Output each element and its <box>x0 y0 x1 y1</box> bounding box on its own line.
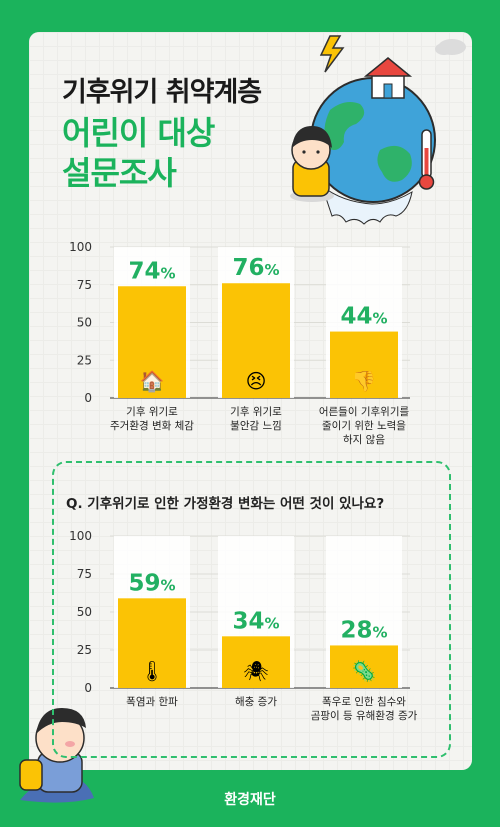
category-label: 불안감 느낌 <box>230 420 282 432</box>
child-sitting-bottom-icon <box>19 708 94 803</box>
category-label: 기후 위기로 <box>126 405 178 418</box>
category-label: 줄이기 위한 노력을 <box>322 419 406 432</box>
anxious-face-icon: 😣 <box>246 369 267 393</box>
chart-home-environment-change: 0 25 50 75 100 59% 🌡 폭염과 한파 34% 🕷 해충 증가 28% 🦠 폭우로 인한 … <box>69 529 418 722</box>
thermometer-icon: 🌡 <box>139 659 164 683</box>
bar <box>222 636 290 688</box>
category-label: 기후 위기로 <box>230 405 282 418</box>
title-line-2: 어린이 대상 <box>62 114 215 152</box>
lightning-icon <box>319 35 345 73</box>
thumbs-down-icon: 👎 <box>352 369 377 393</box>
category-label: 하지 않음 <box>343 433 385 446</box>
y-tick-label: 0 <box>84 391 92 405</box>
data-label: 28% <box>340 617 387 643</box>
y-tick-label: 25 <box>77 353 92 367</box>
y-tick-label: 75 <box>77 278 92 292</box>
y-tick-label: 0 <box>84 681 92 695</box>
data-label: 34% <box>232 608 279 634</box>
category-label: 폭우로 인한 침수와 <box>322 696 406 708</box>
data-label: 76% <box>232 255 279 281</box>
bug-icon: 🕷 <box>243 659 268 683</box>
category-label: 주거환경 변화 체감 <box>110 419 194 432</box>
brand-logo-text: 환경재단 <box>224 792 276 808</box>
category-label: 어른들이 기후위기를 <box>319 405 410 418</box>
y-tick-label: 75 <box>77 567 92 581</box>
child-sitting-icon <box>290 126 334 202</box>
data-label: 74% <box>128 258 175 284</box>
category-label: 폭염과 한파 <box>126 696 178 708</box>
mold-icon: 🦠 <box>352 659 377 683</box>
data-label: 44% <box>340 304 387 330</box>
question-section-border <box>52 461 451 758</box>
data-label: 59% <box>128 570 175 596</box>
cloud-icon <box>435 39 466 55</box>
bar <box>330 331 398 398</box>
y-tick-label: 50 <box>77 605 92 619</box>
survey-question: Q. 기후위기로 인한 가정환경 변화는 어떤 것이 있나요? <box>66 496 385 512</box>
y-tick-label: 50 <box>77 316 92 330</box>
category-label: 곰팡이 등 유해환경 증가 <box>311 709 418 722</box>
title-line-1: 기후위기 취약계층 <box>62 77 262 108</box>
y-tick-label: 25 <box>77 643 92 657</box>
bar <box>118 286 186 398</box>
house-on-globe-icon <box>363 57 413 99</box>
bar <box>118 598 186 688</box>
y-tick-label: 100 <box>69 240 92 254</box>
bar <box>222 283 290 398</box>
category-label: 해충 증가 <box>235 695 277 708</box>
y-tick-label: 100 <box>69 529 92 543</box>
bar <box>330 645 398 688</box>
house-icon: 🏠 <box>140 369 165 393</box>
thermometer-big-icon <box>418 129 435 190</box>
title-line-2-3: 어린이 대상 설문조사 <box>62 113 215 193</box>
title-line-3: 설문조사 <box>62 154 177 192</box>
